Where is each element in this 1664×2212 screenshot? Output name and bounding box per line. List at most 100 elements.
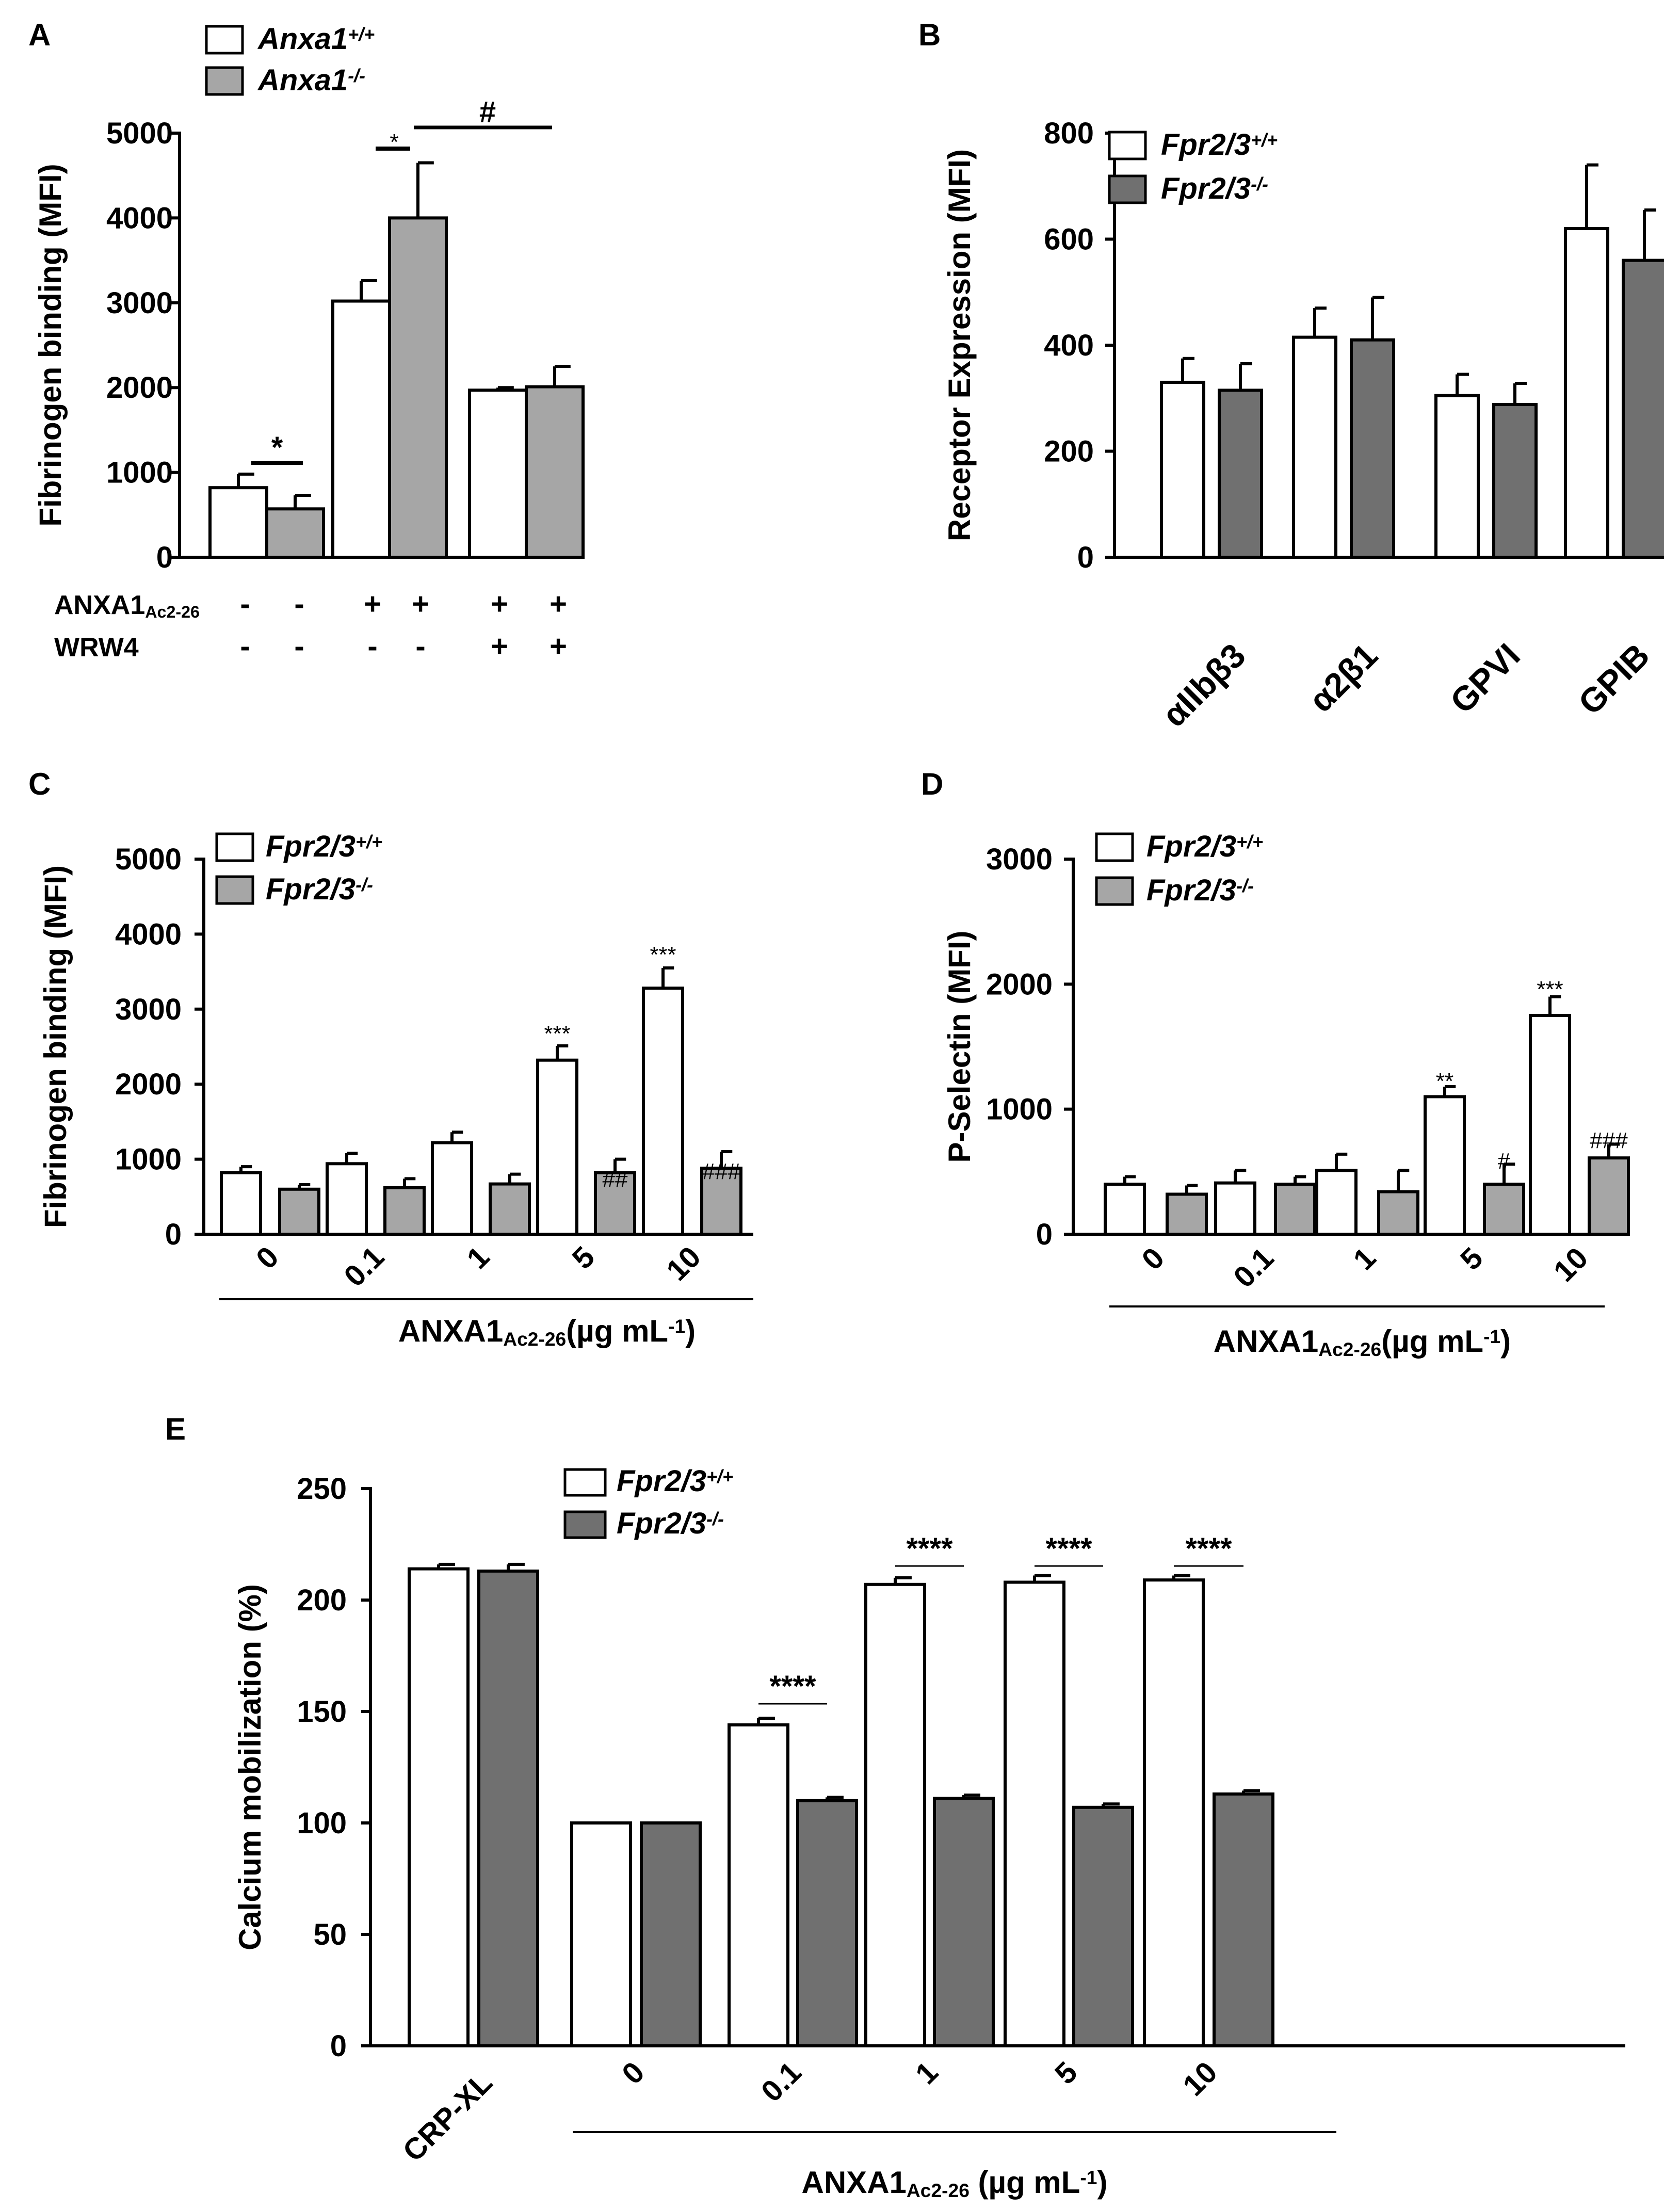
panel-e-ytick-label: 0 [330,2029,347,2063]
panel-a-treatment-sign: + [491,629,508,663]
panel-c-bar [536,1058,578,1236]
panel-e-sig-label: **** [769,1670,816,1703]
panel-e-ytick-label: 250 [297,1472,347,1506]
panel-e-sig-label: **** [1185,1532,1232,1565]
panel-b-bar [1434,394,1480,559]
panel-b-legend-swatch [1108,131,1147,160]
panel-c-category-label: 10 [660,1240,707,1287]
panel-d-sig-label: ### [1590,1128,1628,1153]
panel-d-bar [1377,1190,1419,1236]
panel-a-treatment-sign: - [294,587,304,621]
panel-d-sig-label: ** [1436,1069,1453,1094]
panel-e-ytick-label: 200 [297,1584,347,1617]
panel-d-bar [1588,1156,1630,1236]
panel-a-treatment-sign: + [550,587,567,621]
panel-e-ytick-label: 50 [313,1918,347,1951]
panel-a-sig-label: * [390,130,398,155]
panel-d-bar [1166,1192,1208,1236]
panel-d-bar [1214,1181,1256,1236]
panel-c-category-label: 5 [566,1240,601,1275]
panel-e-category-label: 0.1 [755,2055,808,2108]
panel-d-category-label: 10 [1547,1241,1595,1288]
panel-a-treatment-sign: + [491,587,508,621]
panel-b-ytick-label: 600 [1044,223,1094,256]
panel-e-bar [570,1821,632,2047]
panel-c-ytick-label: 2000 [115,1068,182,1101]
panel-e-bar [796,1799,858,2048]
panel-b-ytick-label: 400 [1044,329,1094,362]
panel-d-ytick-label: 2000 [986,967,1053,1001]
panel-a-treatment-name: ANXA1Ac2-26 [54,590,200,621]
panel-c-ytick-label: 1000 [115,1143,182,1176]
panel-c-legend-entry: Fpr2/3+/+ [266,830,382,863]
panel-a-ytick-label: 5000 [106,117,173,150]
panel-d-ytick-label: 3000 [986,843,1053,876]
panel-c-sig-label: ### [702,1159,740,1184]
panel-c-legend-swatch [215,832,254,862]
panel-c-sig-label: ## [603,1167,628,1192]
panel-a-ytick-label: 0 [156,541,173,574]
panel-a-legend-entry: Anxa1-/- [257,63,365,97]
panel-a-bar [468,389,528,559]
panel-c-ytick-label: 3000 [115,993,182,1026]
panel-b-bar [1564,227,1609,559]
panel-d-bar [1274,1183,1316,1236]
panel-e-bar [408,1567,470,2047]
panel-d-ytick-label: 1000 [986,1093,1053,1126]
panel-e-ytick-label: 100 [297,1806,347,1840]
panel-e-x-label: ANXA1Ac2-26 (µg mL-1) [802,2165,1108,2201]
panel-a-sig-label: * [271,431,283,464]
panel-e-legend-entry: Fpr2/3-/- [617,1507,724,1540]
panel-e-sig-label: **** [906,1532,953,1565]
panel-c-ytick-label: 5000 [115,843,182,876]
panel-a-ytick-label: 4000 [106,201,173,235]
panel-e-label: E [165,1412,186,1446]
panel-b-ytick-label: 200 [1044,435,1094,469]
panel-a-treatment-sign: + [412,587,429,621]
panel-c-bar [431,1141,473,1236]
panel-c-ytick-label: 4000 [115,917,182,951]
panel-b-category-label: GPVI [1443,636,1527,721]
panel-a-treatment-sign: + [550,629,567,663]
panel-c-category-label: 1 [460,1240,496,1275]
panel-d-bar [1104,1183,1146,1236]
panel-d-category-label: 0 [1135,1241,1171,1277]
panel-b-bar [1492,403,1538,559]
panel-a-treatment-sign: - [240,629,250,663]
panel-b-ytick-label: 0 [1077,541,1094,574]
panel-b-bar [1292,335,1337,559]
panel-e-category-label: 1 [909,2055,945,2091]
panel-b-y-label: Receptor Expression (MFI) [942,149,977,541]
panel-d-category-label: 1 [1347,1241,1382,1277]
panel-a-bar [265,507,325,559]
panel-c-bar [278,1187,320,1236]
panel-e-bar [728,1723,789,2047]
panel-a-sig-label: # [479,95,496,129]
panel-b-bar [1218,389,1263,559]
panel-a-ytick-label: 1000 [106,456,173,490]
panel-e-category-label: CRP-XL [396,2065,499,2168]
panel-a-legend-swatch [205,25,244,55]
panel-a-ytick-label: 2000 [106,371,173,405]
panel-e-bar [864,1583,926,2047]
panel-b-bar [1622,259,1664,559]
panel-c-ytick-label: 0 [165,1218,182,1251]
panel-d-legend-swatch [1095,832,1134,862]
panel-e-sig-label: **** [1045,1532,1092,1565]
panel-e-category-label: 10 [1176,2055,1224,2103]
panel-b-legend-swatch [1108,174,1147,204]
panel-e-y-label: Calcium mobilization (%) [233,1584,267,1950]
panel-b-category-label: αIIbβ3 [1155,636,1253,734]
panel-d-y-label: P-Selectin (MFI) [942,930,977,1162]
panel-d-bar [1529,1013,1571,1236]
panel-e-bar [1004,1580,1065,2047]
panel-c-label: C [28,767,51,801]
panel-a-bar [525,385,585,559]
panel-c-legend-entry: Fpr2/3-/- [266,873,373,906]
panel-d-ytick-label: 0 [1036,1218,1053,1251]
panel-e-category-label: 0 [616,2055,651,2091]
panel-b-legend-entry: Fpr2/3+/+ [1161,128,1278,162]
panel-d-bar [1483,1183,1525,1236]
panel-a-treatment-sign: - [294,629,304,663]
